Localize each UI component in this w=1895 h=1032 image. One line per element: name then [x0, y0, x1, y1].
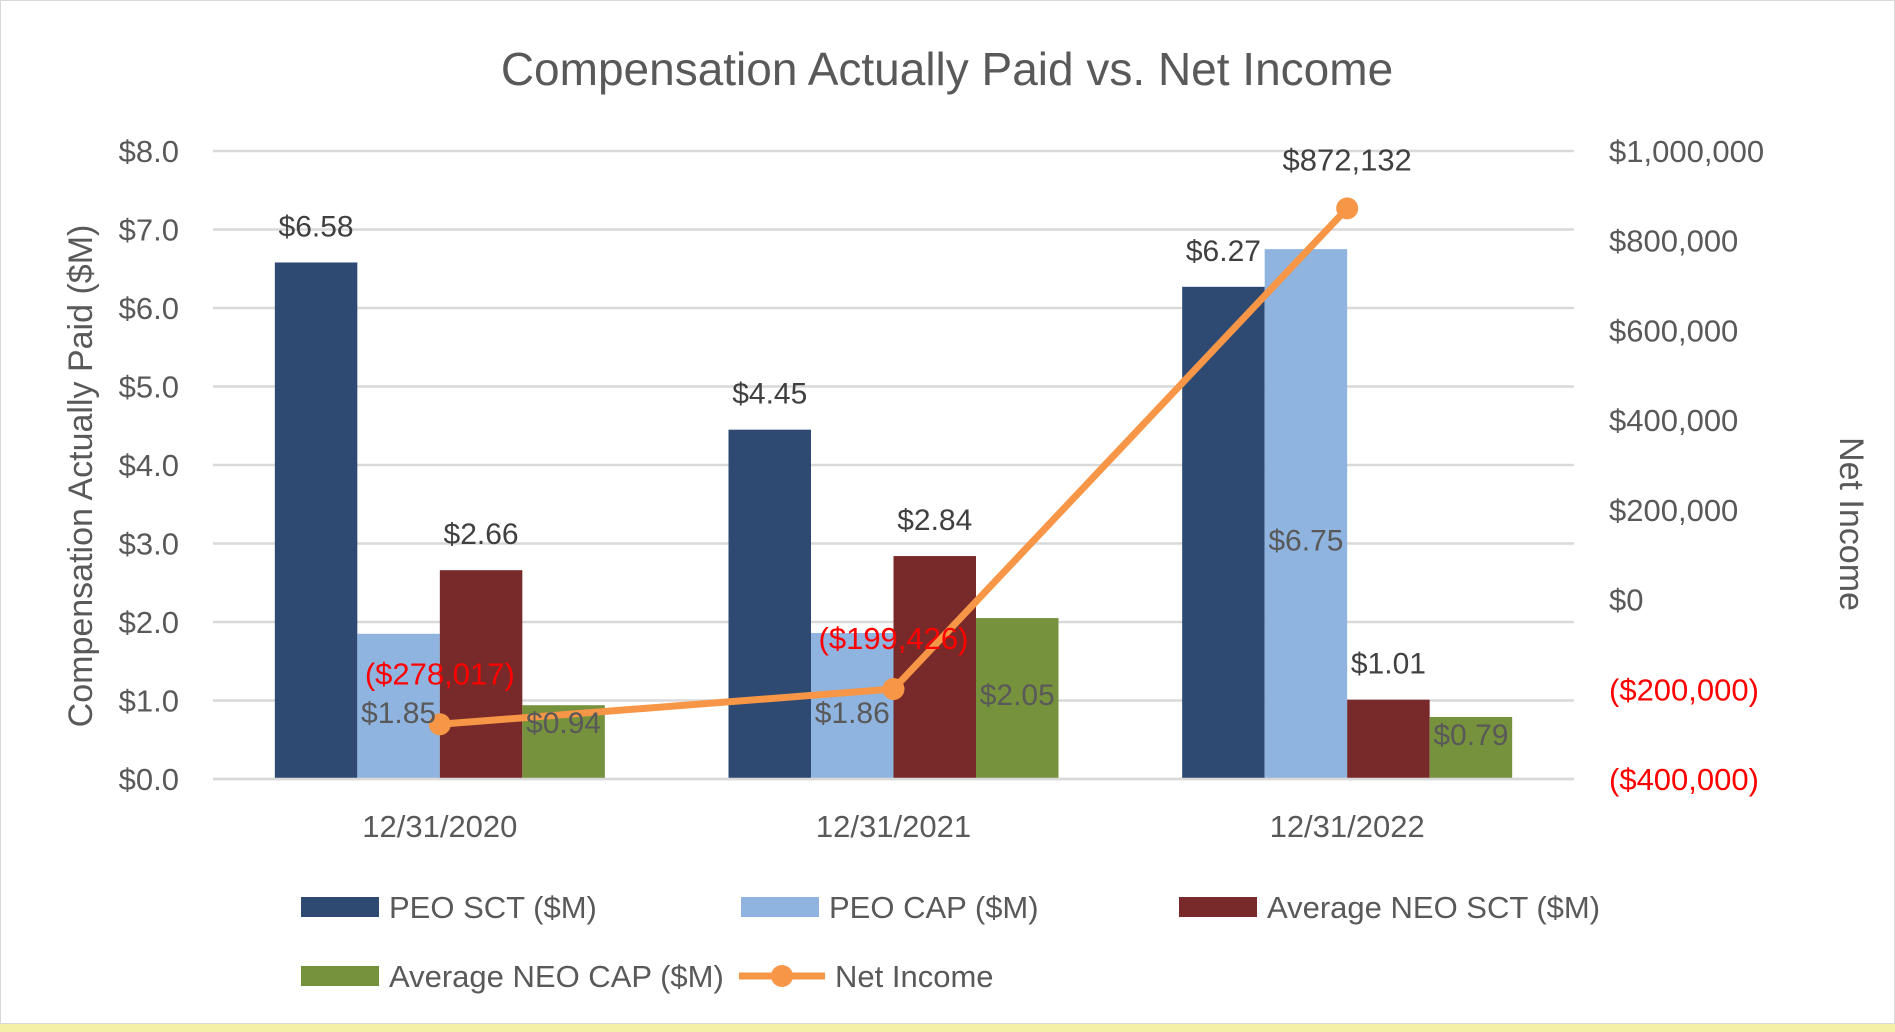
y-tick-label: $7.0: [119, 213, 179, 248]
bar-peo-sct-m: [274, 262, 358, 780]
y-tick-label: $6.0: [119, 291, 179, 326]
legend-label: Average NEO CAP ($M): [389, 959, 724, 994]
y-tick-label: $3.0: [119, 527, 179, 562]
y-axis-label: Compensation Actually Paid ($M): [62, 225, 100, 728]
y-tick-label: $4.0: [119, 448, 179, 483]
line-layer: [428, 197, 1359, 736]
bar-data-label: $1.86: [815, 697, 890, 730]
legend-label: Average NEO SCT ($M): [1267, 890, 1600, 925]
bar-data-label: $6.58: [279, 210, 354, 243]
bar-data-label: $2.05: [980, 679, 1055, 712]
bar-data-label: $6.75: [1268, 525, 1343, 558]
y-tick-label: $8.0: [119, 134, 179, 169]
bar-data-label: $0.79: [1433, 719, 1508, 752]
bar-data-label: $6.27: [1186, 235, 1261, 268]
bar-average-neo-cap-m: [1429, 716, 1513, 779]
net-income-marker: [882, 678, 905, 701]
bar-peo-sct-m: [1182, 286, 1265, 779]
bar-average-neo-sct-m: [893, 556, 976, 779]
y2-tick-label: ($400,000): [1609, 762, 1759, 797]
legend-swatch: [301, 966, 379, 986]
bar-peo-cap-m: [357, 633, 440, 779]
bar-peo-cap-m: [1264, 249, 1348, 779]
net-income-marker: [1336, 197, 1359, 220]
y2-tick-label: $1,000,000: [1609, 134, 1764, 169]
net-income-data-label: $872,132: [1283, 142, 1412, 177]
y-tick-label: $0.0: [119, 762, 179, 797]
y2-tick-label: $0: [1609, 583, 1643, 618]
chart-title: Compensation Actually Paid vs. Net Incom…: [501, 43, 1393, 95]
labels-layer: $6.58 $4.45 $6.27 $1.85 $1.86 $6.75 $2.66 $2.84…: [279, 142, 1509, 752]
bar-data-label: $2.66: [444, 518, 519, 551]
y2-tick-label: $600,000: [1609, 313, 1738, 348]
legend-layer: PEO SCT ($M) PEO CAP ($M) Average NEO SCT …: [301, 890, 1600, 994]
bottom-strip: [0, 1024, 1895, 1032]
legend-label: Net Income: [835, 959, 994, 994]
net-income-data-label: ($199,426): [819, 621, 969, 656]
bar-data-label: $4.45: [732, 378, 807, 411]
bar-data-label: $1.01: [1351, 648, 1426, 681]
legend-label: PEO CAP ($M): [829, 890, 1039, 925]
y2-tick-label: $200,000: [1609, 493, 1738, 528]
y-tick-label: $2.0: [119, 605, 179, 640]
axes-layer: $0.0 $1.0 $2.0 $3.0 $4.0 $5.0 $6.0 $7.0 $8.0 ($40…: [119, 134, 1765, 844]
y2-tick-label: $400,000: [1609, 403, 1738, 438]
x-tick-label: 12/31/2021: [816, 809, 971, 844]
legend-swatch: [741, 897, 819, 917]
legend-line-marker: [771, 965, 793, 987]
net-income-data-label: ($278,017): [365, 656, 515, 691]
bar-average-neo-sct-m: [439, 570, 523, 779]
y-tick-label: $5.0: [119, 370, 179, 405]
bar-peo-cap-m: [811, 632, 894, 779]
bars-layer: [274, 249, 1513, 780]
y2-tick-label: $800,000: [1609, 224, 1738, 259]
bar-average-neo-cap-m: [976, 618, 1059, 779]
legend-swatch: [301, 897, 379, 917]
bar-peo-sct-m: [728, 429, 811, 779]
y-tick-label: $1.0: [119, 684, 179, 719]
x-tick-label: 12/31/2022: [1270, 809, 1425, 844]
bar-data-label: $2.84: [897, 504, 972, 537]
bar-average-neo-sct-m: [1347, 699, 1430, 779]
legend-swatch: [1179, 897, 1257, 917]
bar-data-label: $1.85: [361, 697, 436, 730]
y2-tick-label: ($200,000): [1609, 672, 1759, 707]
bar-data-label: $0.94: [526, 707, 601, 740]
net-income-marker: [428, 713, 451, 736]
x-tick-label: 12/31/2020: [362, 809, 517, 844]
y2-axis-label: Net Income: [1832, 437, 1870, 611]
legend-label: PEO SCT ($M): [389, 890, 597, 925]
